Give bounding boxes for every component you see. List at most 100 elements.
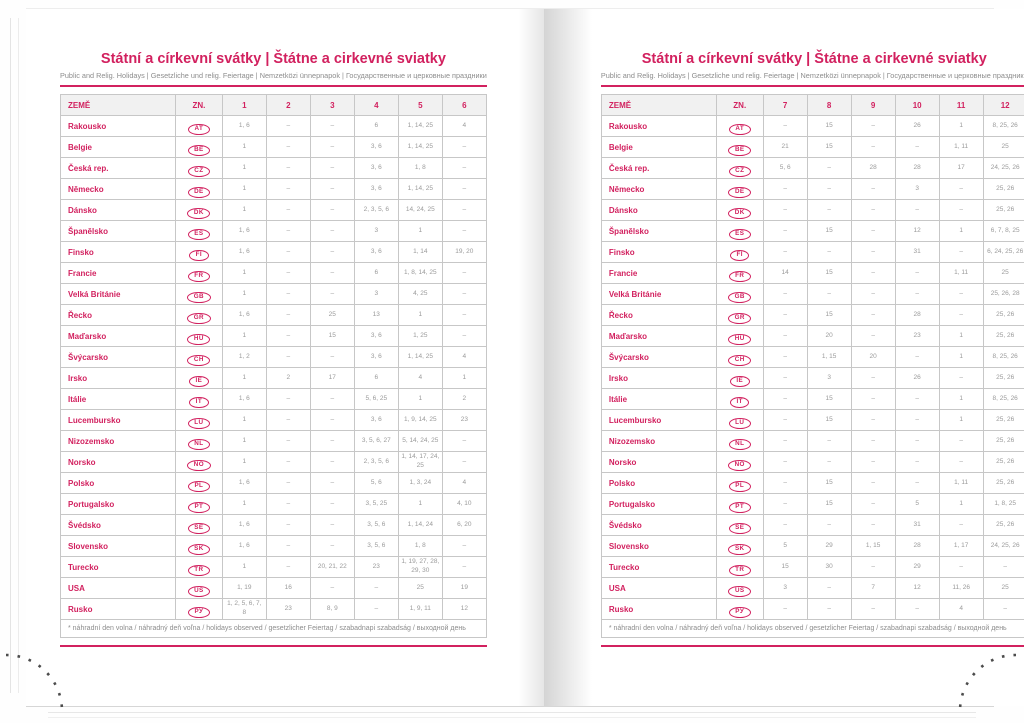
holiday-dates-cell: –: [309, 157, 355, 179]
holiday-dates-cell: 25: [309, 304, 355, 326]
holiday-dates-cell: –: [309, 430, 355, 452]
country-name: Turecko: [600, 556, 717, 578]
holiday-dates-cell: –: [309, 115, 355, 137]
country-code-badge: DE: [728, 186, 751, 198]
holiday-dates-cell: 1: [938, 493, 984, 515]
holiday-dates-cell: 6, 24, 25, 26: [982, 241, 1024, 263]
holiday-dates-cell: 1, 17: [938, 535, 984, 557]
country-row: Rakousko AT –15–26 1 8, 25, 26: [600, 115, 1024, 137]
month-column-header: 2: [265, 94, 311, 116]
holiday-dates-cell: 15: [806, 115, 852, 137]
holiday-dates-cell: –: [265, 283, 311, 305]
holiday-dates-cell: –: [441, 199, 487, 221]
country-row: Belgie BE 21 15– –1, 11 25: [600, 136, 1024, 158]
country-row: Německo DE 1– –3, 6 1, 14, 25–: [60, 178, 487, 200]
country-name: Belgie: [60, 136, 176, 158]
country-row: Itálie IT –15– –1 8, 25, 26: [600, 388, 1024, 410]
holiday-dates-cell: –: [762, 241, 808, 263]
country-column-header: ZEMĚ: [60, 94, 176, 116]
holiday-dates-cell: 1, 8: [397, 157, 443, 179]
country-name: Rusko: [60, 598, 176, 620]
holiday-dates-cell: 1: [221, 178, 267, 200]
country-row: Maďarsko HU 1–15 3, 6 1, 25–: [60, 325, 487, 347]
country-row: Turecko TR 1–20, 21, 22 23 1, 19, 27, 28, 29…: [60, 556, 487, 578]
holiday-dates-cell: 1, 14, 25: [397, 346, 443, 368]
country-name: Slovensko: [60, 535, 176, 557]
holiday-dates-cell: –: [894, 283, 940, 305]
holiday-dates-cell: 25, 26: [982, 451, 1024, 473]
holiday-dates-cell: 24, 25, 26: [982, 535, 1024, 557]
country-row: Nizozemsko NL – – – – –25, 26: [600, 430, 1024, 452]
month-column-header: 11: [938, 94, 984, 116]
country-code-badge: IT: [730, 396, 750, 408]
holiday-dates-cell: –: [309, 136, 355, 158]
country-row: Česká rep. CZ 1– –3, 6 1, 8–: [60, 157, 487, 179]
holiday-dates-cell: 1, 6: [221, 220, 267, 242]
country-row: Velká Británie GB 1– –3 4, 25–: [60, 283, 487, 305]
holiday-dates-cell: –: [441, 325, 487, 347]
holiday-dates-cell: 1, 6: [221, 388, 267, 410]
holiday-dates-cell: 15: [806, 493, 852, 515]
holiday-dates-cell: 25, 26: [982, 325, 1024, 347]
country-code-cell: NO: [174, 451, 223, 473]
holiday-dates-cell: –: [938, 178, 984, 200]
country-code-badge: AT: [728, 123, 751, 135]
holiday-dates-cell: –: [265, 325, 311, 347]
footnote-text: * náhradní den volna / náhradný deň voľn…: [600, 619, 1024, 638]
holiday-dates-cell: –: [309, 451, 355, 473]
country-code-cell: IE: [174, 367, 223, 389]
holiday-dates-cell: –: [850, 388, 896, 410]
holiday-dates-cell: 15: [806, 388, 852, 410]
holiday-dates-cell: –: [938, 430, 984, 452]
country-code-cell: FI: [715, 241, 764, 263]
country-row: Irsko IE 1 2 17 6 4 1: [60, 367, 487, 389]
country-code-cell: NL: [174, 430, 223, 452]
holiday-dates-cell: –: [441, 262, 487, 284]
country-code-cell: ES: [715, 220, 764, 242]
country-name: Nizozemsko: [600, 430, 717, 452]
holiday-dates-cell: 1, 11: [938, 472, 984, 494]
holiday-dates-cell: 13: [353, 304, 399, 326]
country-code-badge: GB: [187, 291, 211, 303]
country-code-cell: РУ: [715, 598, 764, 620]
country-code-badge: LU: [187, 417, 210, 429]
country-code-badge: РУ: [728, 606, 751, 618]
holiday-dates-cell: 1, 2, 5, 6, 7, 8: [221, 598, 267, 620]
country-name: Německo: [60, 178, 176, 200]
holiday-dates-cell: 3, 6: [353, 136, 399, 158]
country-name: Rakousko: [600, 115, 717, 137]
country-code-badge: SE: [187, 522, 210, 534]
holiday-dates-cell: –: [441, 556, 487, 578]
country-row: USA US 3–7 12 11, 26 25: [600, 577, 1024, 599]
holiday-dates-cell: –: [265, 346, 311, 368]
country-name: Řecko: [600, 304, 717, 326]
country-name: Finsko: [60, 241, 176, 263]
country-code-cell: SE: [715, 514, 764, 536]
holiday-dates-cell: 8, 9: [309, 598, 355, 620]
country-code-badge: HU: [187, 333, 211, 345]
holiday-dates-cell: 1: [221, 325, 267, 347]
holiday-dates-cell: 17: [309, 367, 355, 389]
holiday-dates-cell: 3, 5, 6: [353, 514, 399, 536]
country-code-badge: AT: [188, 123, 210, 135]
page-stack-edge-left-inner: [18, 18, 19, 693]
holiday-dates-cell: 4: [441, 346, 487, 368]
holiday-dates-cell: 3: [353, 283, 399, 305]
country-name: Itálie: [60, 388, 176, 410]
country-code-cell: PL: [715, 472, 764, 494]
holiday-dates-cell: –: [265, 556, 311, 578]
holiday-dates-cell: 1: [938, 115, 984, 137]
country-row: Slovensko SK 5 29 1, 15 28 1, 17 24, 25, 26: [600, 535, 1024, 557]
country-name: Rakousko: [60, 115, 176, 137]
country-code-badge: IE: [189, 375, 209, 387]
holiday-dates-cell: –: [265, 178, 311, 200]
country-code-badge: CZ: [187, 165, 210, 177]
holiday-dates-cell: 1: [938, 325, 984, 347]
country-name: Španělsko: [60, 220, 176, 242]
holiday-dates-cell: 17: [938, 157, 984, 179]
country-code-badge: SK: [728, 543, 751, 555]
holiday-dates-cell: –: [265, 136, 311, 158]
holiday-dates-cell: 1, 9, 14, 25: [397, 409, 443, 431]
